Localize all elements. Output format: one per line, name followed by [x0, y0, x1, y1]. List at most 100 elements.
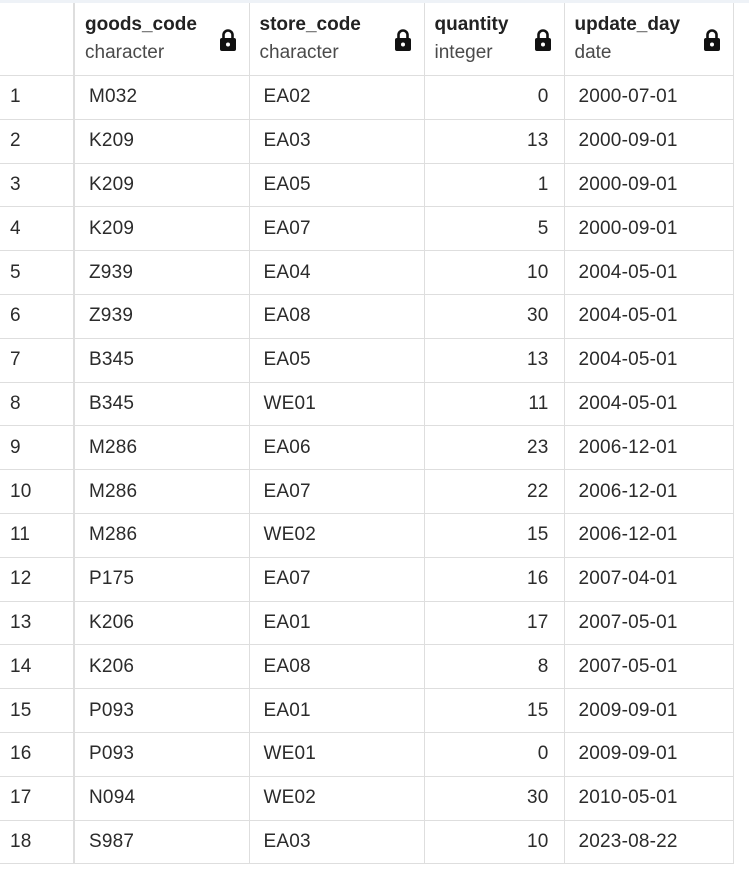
cell-quantity[interactable]: 22 — [424, 469, 565, 514]
cell-quantity[interactable]: 8 — [424, 644, 565, 690]
cell-update-day[interactable]: 2007-04-01 — [564, 557, 734, 602]
cell-store-code[interactable]: WE02 — [249, 776, 425, 821]
cell-store-code[interactable]: EA07 — [249, 469, 425, 514]
cell-goods-code[interactable]: K209 — [74, 206, 250, 252]
cell-goods-code[interactable]: B345 — [74, 382, 250, 427]
cell-goods-code[interactable]: M286 — [74, 425, 250, 471]
column-header-quantity[interactable]: quantity integer — [424, 3, 565, 76]
row-number[interactable]: 5 — [0, 250, 75, 295]
cell-store-code[interactable]: EA05 — [249, 163, 425, 208]
cell-update-day[interactable]: 2000-09-01 — [564, 206, 734, 252]
cell-goods-code[interactable]: M032 — [74, 75, 250, 120]
cell-quantity[interactable]: 5 — [424, 206, 565, 252]
cell-store-code[interactable]: EA02 — [249, 75, 425, 120]
table-row[interactable]: 15 P093 EA01 15 2009-09-01 — [0, 688, 734, 733]
cell-goods-code[interactable]: M286 — [74, 469, 250, 514]
row-number[interactable]: 2 — [0, 119, 75, 164]
row-number[interactable]: 16 — [0, 732, 75, 777]
row-number[interactable]: 3 — [0, 163, 75, 208]
row-number[interactable]: 12 — [0, 557, 75, 602]
row-number[interactable]: 1 — [0, 75, 75, 120]
cell-store-code[interactable]: WE01 — [249, 732, 425, 777]
cell-goods-code[interactable]: K209 — [74, 119, 250, 164]
cell-update-day[interactable]: 2009-09-01 — [564, 732, 734, 777]
row-number[interactable]: 17 — [0, 776, 75, 821]
table-row[interactable]: 7 B345 EA05 13 2004-05-01 — [0, 338, 734, 383]
cell-goods-code[interactable]: M286 — [74, 513, 250, 558]
cell-update-day[interactable]: 2007-05-01 — [564, 601, 734, 646]
table-row[interactable]: 14 K206 EA08 8 2007-05-01 — [0, 644, 734, 690]
cell-quantity[interactable]: 11 — [424, 382, 565, 427]
cell-update-day[interactable]: 2006-12-01 — [564, 469, 734, 514]
row-number[interactable]: 13 — [0, 601, 75, 646]
cell-store-code[interactable]: EA04 — [249, 250, 425, 295]
cell-goods-code[interactable]: Z939 — [74, 294, 250, 339]
cell-goods-code[interactable]: K206 — [74, 601, 250, 646]
cell-update-day[interactable]: 2007-05-01 — [564, 644, 734, 690]
cell-quantity[interactable]: 1 — [424, 163, 565, 208]
cell-quantity[interactable]: 16 — [424, 557, 565, 602]
cell-update-day[interactable]: 2000-09-01 — [564, 163, 734, 208]
cell-quantity[interactable]: 13 — [424, 338, 565, 383]
cell-quantity[interactable]: 17 — [424, 601, 565, 646]
table-row[interactable]: 8 B345 WE01 11 2004-05-01 — [0, 382, 734, 427]
table-row[interactable]: 13 K206 EA01 17 2007-05-01 — [0, 601, 734, 646]
cell-goods-code[interactable]: B345 — [74, 338, 250, 383]
row-number-header[interactable] — [0, 3, 75, 76]
cell-quantity[interactable]: 23 — [424, 425, 565, 471]
table-row[interactable]: 3 K209 EA05 1 2000-09-01 — [0, 163, 734, 208]
cell-goods-code[interactable]: Z939 — [74, 250, 250, 295]
cell-store-code[interactable]: EA01 — [249, 601, 425, 646]
cell-goods-code[interactable]: N094 — [74, 776, 250, 821]
cell-store-code[interactable]: WE01 — [249, 382, 425, 427]
table-row[interactable]: 12 P175 EA07 16 2007-04-01 — [0, 557, 734, 602]
cell-quantity[interactable]: 30 — [424, 294, 565, 339]
row-number[interactable]: 10 — [0, 469, 75, 514]
cell-store-code[interactable]: EA03 — [249, 119, 425, 164]
cell-update-day[interactable]: 2006-12-01 — [564, 513, 734, 558]
cell-quantity[interactable]: 15 — [424, 513, 565, 558]
cell-update-day[interactable]: 2006-12-01 — [564, 425, 734, 471]
table-row[interactable]: 9 M286 EA06 23 2006-12-01 — [0, 425, 734, 471]
table-row[interactable]: 11 M286 WE02 15 2006-12-01 — [0, 513, 734, 558]
row-number[interactable]: 4 — [0, 206, 75, 252]
row-number[interactable]: 7 — [0, 338, 75, 383]
cell-quantity[interactable]: 0 — [424, 732, 565, 777]
cell-update-day[interactable]: 2010-05-01 — [564, 776, 734, 821]
cell-store-code[interactable]: WE02 — [249, 513, 425, 558]
row-number[interactable]: 15 — [0, 688, 75, 733]
table-row[interactable]: 1 M032 EA02 0 2000-07-01 — [0, 75, 734, 120]
column-header-store-code[interactable]: store_code character — [249, 3, 425, 76]
cell-store-code[interactable]: EA06 — [249, 425, 425, 471]
cell-quantity[interactable]: 10 — [424, 820, 565, 865]
row-number[interactable]: 8 — [0, 382, 75, 427]
cell-quantity[interactable]: 13 — [424, 119, 565, 164]
cell-update-day[interactable]: 2000-07-01 — [564, 75, 734, 120]
table-row[interactable]: 18 S987 EA03 10 2023-08-22 — [0, 820, 734, 865]
cell-quantity[interactable]: 0 — [424, 75, 565, 120]
cell-update-day[interactable]: 2009-09-01 — [564, 688, 734, 733]
cell-goods-code[interactable]: P175 — [74, 557, 250, 602]
cell-goods-code[interactable]: K206 — [74, 644, 250, 690]
cell-update-day[interactable]: 2004-05-01 — [564, 382, 734, 427]
cell-update-day[interactable]: 2023-08-22 — [564, 820, 734, 865]
table-row[interactable]: 4 K209 EA07 5 2000-09-01 — [0, 206, 734, 252]
table-row[interactable]: 6 Z939 EA08 30 2004-05-01 — [0, 294, 734, 339]
column-header-update-day[interactable]: update_day date — [564, 3, 734, 76]
cell-store-code[interactable]: EA08 — [249, 644, 425, 690]
table-row[interactable]: 17 N094 WE02 30 2010-05-01 — [0, 776, 734, 821]
cell-quantity[interactable]: 30 — [424, 776, 565, 821]
cell-store-code[interactable]: EA01 — [249, 688, 425, 733]
row-number[interactable]: 6 — [0, 294, 75, 339]
cell-update-day[interactable]: 2000-09-01 — [564, 119, 734, 164]
cell-goods-code[interactable]: K209 — [74, 163, 250, 208]
column-header-goods-code[interactable]: goods_code character — [74, 3, 250, 76]
table-row[interactable]: 2 K209 EA03 13 2000-09-01 — [0, 119, 734, 164]
cell-quantity[interactable]: 15 — [424, 688, 565, 733]
cell-update-day[interactable]: 2004-05-01 — [564, 294, 734, 339]
cell-store-code[interactable]: EA07 — [249, 206, 425, 252]
table-row[interactable]: 16 P093 WE01 0 2009-09-01 — [0, 732, 734, 777]
cell-store-code[interactable]: EA08 — [249, 294, 425, 339]
row-number[interactable]: 9 — [0, 425, 75, 471]
table-row[interactable]: 10 M286 EA07 22 2006-12-01 — [0, 469, 734, 514]
